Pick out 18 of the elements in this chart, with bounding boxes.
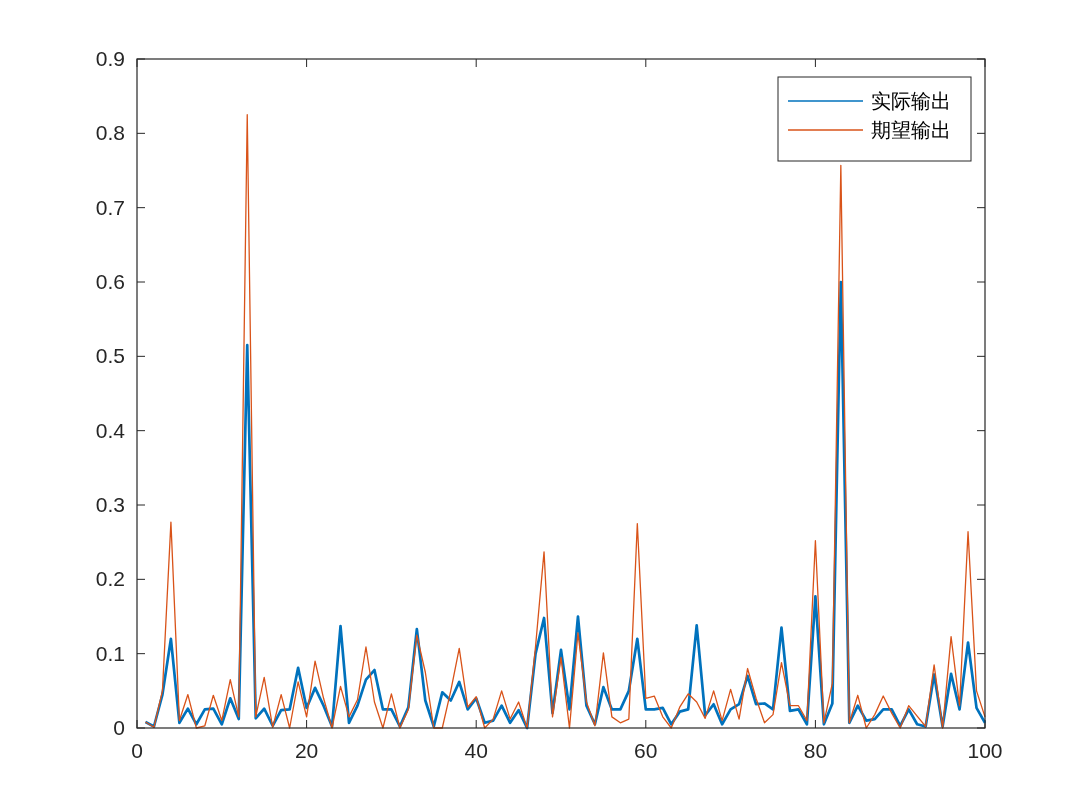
y-tick-label: 0.8 [95,121,125,145]
y-tick-label: 0.6 [95,270,125,293]
y-tick-label: 0.4 [95,418,126,442]
x-tick-label: 80 [803,739,828,762]
y-tick-label: 0.5 [95,344,125,368]
y-tick-label: 0.9 [95,47,125,70]
x-tick-label: 0 [131,739,143,762]
y-tick-label: 0.1 [95,641,125,665]
x-tick-label: 60 [634,739,658,762]
x-tick-label: 20 [294,739,319,762]
x-tick-label: 100 [967,739,1003,762]
y-tick-label: 0.3 [95,493,125,516]
legend-label: 期望输出 [871,119,951,141]
y-tick-label: 0.7 [95,195,125,219]
legend-label: 实际输出 [871,90,951,112]
x-tick-label: 40 [464,739,488,762]
y-tick-label: 0 [113,716,125,739]
y-tick-label: 0.2 [95,567,125,591]
